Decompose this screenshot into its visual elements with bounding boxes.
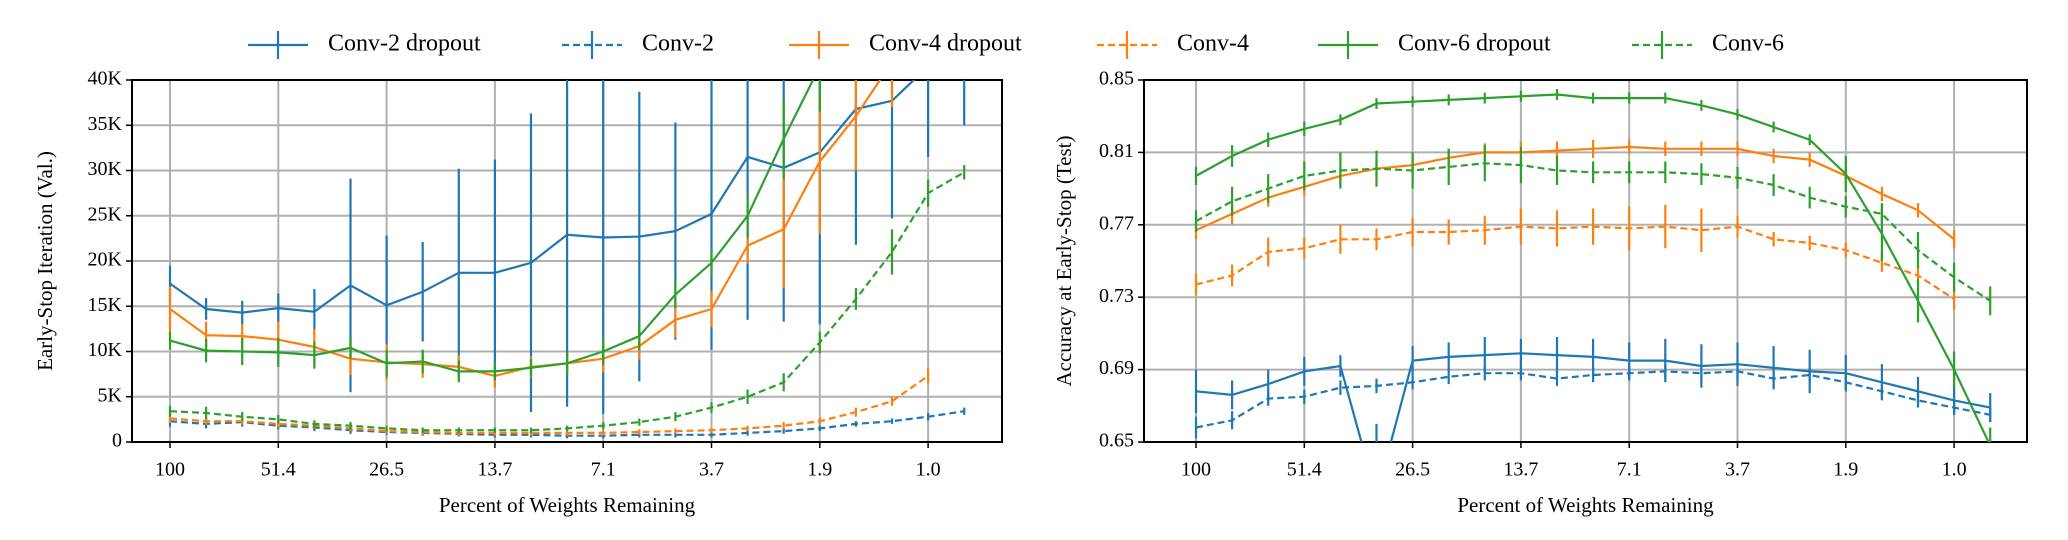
y-tick-label: 0.81 xyxy=(1099,140,1134,162)
legend-label: Conv-4 xyxy=(1177,31,1249,57)
y-tick-label: 10K xyxy=(88,339,123,361)
plot-area: 0 5K 10K 15K 20K 25K 30K 35K 40K 100 51.4 26.5 13.7 7… xyxy=(88,68,1003,481)
legend-label: Conv-4 dropout xyxy=(869,31,1022,57)
y-tick-label: 0.65 xyxy=(1099,430,1134,452)
x-tick-label: 51.4 xyxy=(261,459,296,481)
y-tick-label: 30K xyxy=(88,158,123,180)
y-tick-label: 0.73 xyxy=(1099,285,1134,307)
x-tick-label: 13.7 xyxy=(477,459,512,481)
y-tick-label: 0 xyxy=(112,430,122,452)
y-tick-label: 25K xyxy=(88,203,123,225)
x-tick-label: 7.1 xyxy=(1617,459,1642,481)
x-tick-label: 1.9 xyxy=(807,459,832,481)
series-line xyxy=(1195,370,1991,429)
x-tick-label: 26.5 xyxy=(369,459,404,481)
x-tick-label: 1.0 xyxy=(916,459,941,481)
y-tick-label: 0.77 xyxy=(1099,212,1134,234)
legend: Conv-2 dropout Conv-2 Conv-4 dropout Conv-4… xyxy=(248,31,1784,59)
plot-area: 0.65 0.69 0.73 0.77 0.81 0.85 100 51.4 26.5 13.7 7… xyxy=(1099,68,2028,481)
x-tick-label: 26.5 xyxy=(1395,459,1430,481)
x-tick-label: 7.1 xyxy=(591,459,616,481)
y-tick-label: 40K xyxy=(88,68,123,90)
legend-label: Conv-6 dropout xyxy=(1398,31,1551,57)
x-axis-label: Percent of Weights Remaining xyxy=(1457,493,1714,517)
x-axis-label: Percent of Weights Remaining xyxy=(439,493,696,517)
y-tick-label: 0.69 xyxy=(1099,357,1134,379)
y-tick-label: 35K xyxy=(88,113,123,135)
x-tick-label: 100 xyxy=(155,459,185,481)
x-tick-label: 1.9 xyxy=(1833,459,1858,481)
x-tick-label: 100 xyxy=(1181,459,1211,481)
x-tick-label: 3.7 xyxy=(1725,459,1750,481)
plot-frame xyxy=(1143,79,2028,443)
y-tick-label: 15K xyxy=(88,294,123,316)
x-tick-label: 13.7 xyxy=(1503,459,1538,481)
x-tick-label: 1.0 xyxy=(1942,459,1967,481)
legend-label: Conv-2 dropout xyxy=(328,31,481,57)
series-line xyxy=(1195,145,1955,241)
y-tick-label: 20K xyxy=(88,249,123,271)
series-group xyxy=(168,80,966,439)
legend-label: Conv-6 xyxy=(1712,31,1784,57)
series-group xyxy=(1194,89,1992,442)
x-tick-label: 51.4 xyxy=(1287,459,1322,481)
legend-label: Conv-2 xyxy=(642,31,714,57)
series-line xyxy=(1195,225,1955,300)
series-line xyxy=(169,375,929,434)
y-axis-label: Accuracy at Early-Stop (Test) xyxy=(1052,135,1076,386)
y-tick-label: 0.85 xyxy=(1099,68,1134,90)
y-tick-label: 5K xyxy=(98,384,123,406)
y-axis-label: Early-Stop Iteration (Val.) xyxy=(33,151,57,371)
x-tick-label: 3.7 xyxy=(699,459,724,481)
